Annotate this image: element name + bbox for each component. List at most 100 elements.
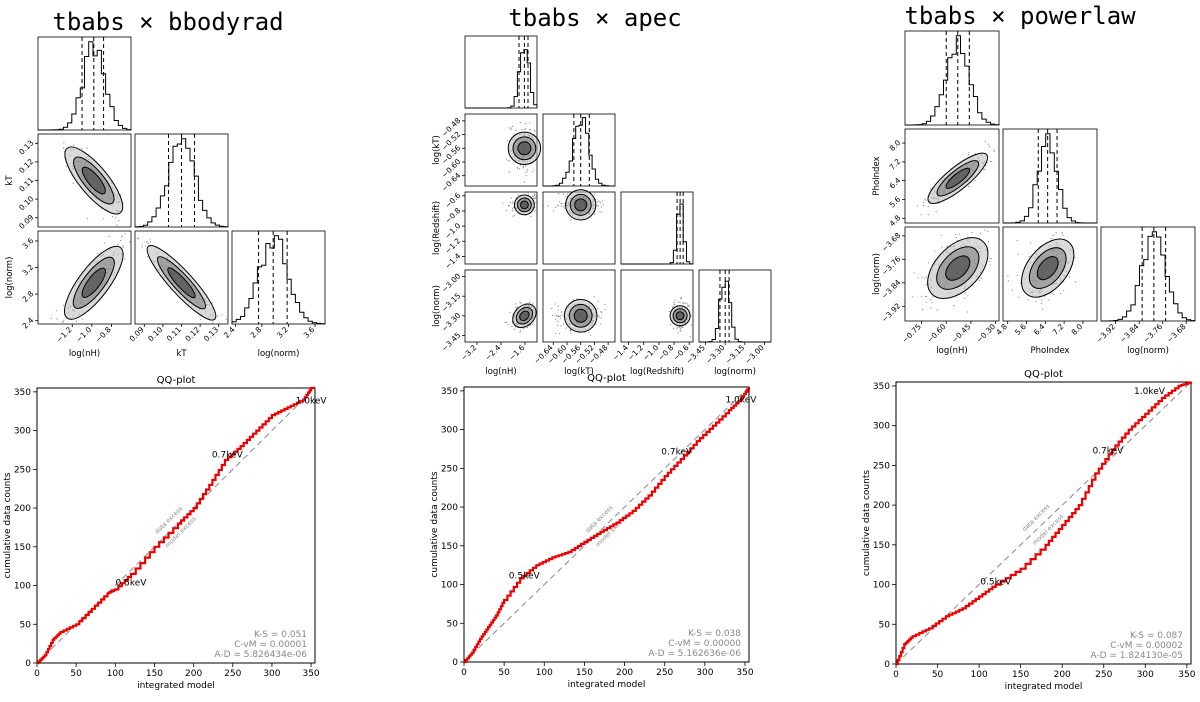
x-axis-label: log(kT) — [564, 367, 594, 377]
sample-point — [558, 193, 560, 195]
x-tick-label: 150 — [146, 669, 163, 679]
sample-point — [513, 328, 515, 330]
sample-point — [555, 206, 557, 208]
y-tick-label: −3.92 — [880, 301, 903, 324]
sample-point — [526, 168, 528, 170]
sample-point — [517, 194, 520, 196]
sample-point — [508, 127, 510, 129]
sample-point — [512, 202, 514, 204]
x-tick-label: 0 — [893, 670, 899, 680]
corner-panel — [134, 133, 229, 228]
sample-point — [1027, 299, 1029, 301]
sample-point — [947, 245, 949, 247]
energy-annotation: 1.0keV — [1134, 387, 1166, 397]
x-tick-label: 3.6 — [302, 325, 317, 340]
sample-point — [597, 205, 599, 207]
y-tick-label: 350 — [14, 388, 31, 398]
sample-point — [974, 153, 977, 155]
y-tick-label: 0 — [25, 659, 31, 669]
sample-point — [565, 196, 567, 198]
x-tick-label: 5.6 — [1013, 322, 1028, 337]
sample-point — [534, 193, 536, 195]
x-tick-label: 50 — [70, 669, 82, 679]
sample-point — [958, 233, 960, 235]
y-tick-label: 350 — [873, 382, 890, 392]
y-tick-label: 0.11 — [17, 175, 35, 193]
x-tick-label: −1.2 — [626, 343, 645, 362]
sample-point — [75, 320, 77, 322]
sample-point — [512, 215, 514, 217]
sample-point — [588, 332, 590, 334]
sample-point — [509, 202, 512, 204]
sample-point — [149, 239, 151, 241]
sample-point — [922, 202, 925, 204]
y-tick-label: −0.8 — [443, 206, 462, 225]
sample-point — [111, 215, 113, 218]
sample-point — [993, 149, 995, 151]
y-tick-label: −0.6 — [443, 191, 462, 210]
sample-point — [690, 315, 692, 317]
contour-ellipse — [675, 311, 685, 321]
sample-point — [968, 185, 970, 188]
y-tick-label: −3.45 — [440, 330, 463, 353]
sample-point — [55, 310, 57, 312]
sample-point — [533, 211, 535, 213]
sample-point — [672, 307, 674, 309]
y-axis-label: log(norm) — [432, 285, 442, 327]
energy-annotation: 0.7keV — [212, 451, 244, 461]
corner-panel: −3.2 −2.4 −1.6 log(nH) −3.45−3.30−3.15−3.00l… — [432, 269, 538, 377]
sample-point — [556, 315, 558, 317]
sample-point — [570, 219, 572, 221]
sample-point — [200, 318, 202, 320]
sample-point — [678, 326, 680, 328]
sample-point — [506, 139, 508, 142]
sample-point — [517, 168, 519, 170]
y-tick-label: 100 — [14, 582, 31, 592]
x-tick-label: −0.60 — [925, 322, 948, 345]
y-tick-label: −3.00 — [440, 271, 463, 294]
x-axis-label: log(norm) — [258, 349, 300, 359]
sample-point — [676, 328, 678, 330]
sample-point — [512, 200, 514, 202]
sample-point — [984, 229, 986, 231]
x-tick-label: −1.0 — [641, 343, 660, 362]
sample-point — [1063, 235, 1065, 237]
x-tick-label: 300 — [263, 669, 280, 679]
energy-annotation: 0.7keV — [1092, 446, 1124, 456]
x-tick-label: 100 — [536, 668, 553, 678]
sample-point — [535, 209, 537, 211]
x-tick-label: −1.0 — [74, 325, 93, 344]
x-tick-label: 50 — [498, 668, 510, 678]
sample-point — [604, 309, 606, 311]
sample-point — [990, 258, 992, 260]
y-tick-label: 3.6 — [21, 236, 36, 251]
y-tick-label: 0 — [452, 658, 458, 668]
sample-point — [668, 310, 670, 312]
sample-point — [600, 317, 602, 319]
sample-point — [115, 216, 117, 219]
contour-ellipse — [81, 166, 106, 195]
sample-point — [1074, 256, 1076, 259]
x-tick-label: −0.8 — [656, 343, 675, 362]
sample-point — [967, 154, 970, 156]
sample-point — [560, 325, 562, 327]
sample-point — [1018, 296, 1020, 298]
sample-point — [63, 142, 65, 144]
sample-point — [1052, 234, 1054, 237]
y-tick-label: 300 — [441, 426, 458, 436]
x-tick-label: 0 — [34, 669, 40, 679]
sample-point — [686, 303, 688, 305]
sample-point — [560, 205, 563, 207]
sample-point — [525, 165, 527, 167]
sample-point — [1007, 280, 1009, 282]
sample-point — [72, 182, 74, 184]
sample-point — [576, 298, 578, 300]
sample-point — [506, 321, 508, 323]
sample-point — [925, 199, 927, 201]
histogram-step — [38, 41, 132, 131]
sample-point — [512, 206, 515, 208]
